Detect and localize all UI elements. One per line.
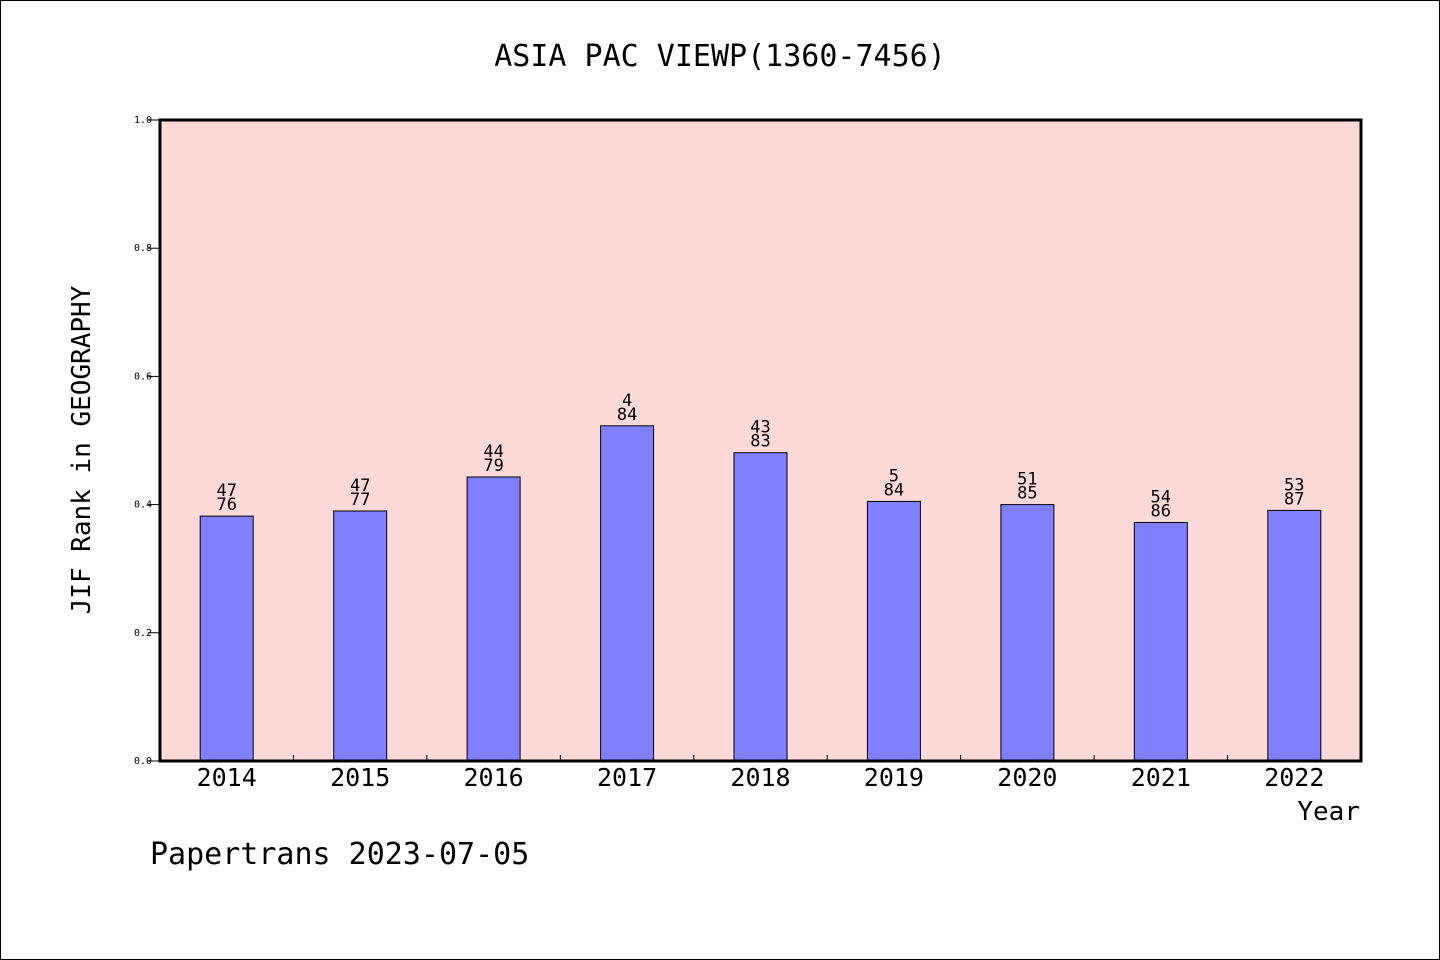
bar-2020 [1000,504,1055,762]
bar-2017 [600,425,655,762]
bar-2021 [1133,522,1188,762]
bar-label-rank-2015: 47 [350,476,370,496]
y-tick-label: 0.4 [134,500,152,511]
x-tick-label-2022: 2022 [1264,763,1324,792]
x-tick-label-2021: 2021 [1131,763,1191,792]
bar-label-rank-2021: 54 [1151,488,1171,508]
x-axis-label: Year [1297,797,1360,827]
y-axis: 0.0 0.2 0.4 0.6 0.8 1.0 [134,115,160,767]
bar-label-total-2017: 84 [617,405,637,425]
bar-label-rank-2017: 4 [622,391,632,411]
x-tick-label-2014: 2014 [197,763,257,792]
bar-label-total-2016: 79 [483,456,503,476]
bar-2015 [333,510,388,762]
footer-credit: Papertrans 2023-07-05 [150,837,529,872]
bar-2016 [466,476,521,762]
bar-label-total-2015: 77 [350,490,370,510]
y-tick-label: 0.0 [134,756,152,767]
bar-label-total-2014: 76 [216,495,236,515]
bars-group [199,425,1322,762]
bar-label-total-2018: 83 [750,432,770,452]
plot-border [158,118,1363,763]
bar-label-total-2022: 87 [1284,489,1304,509]
bar-2019 [866,500,921,762]
y-tick-label: 0.2 [134,628,152,639]
bar-2018 [733,452,788,762]
bar-label-total-2019: 84 [884,480,904,500]
chart-title: ASIA PAC VIEWP(1360-7456) [494,39,946,74]
bar-label-rank-2020: 51 [1017,470,1037,490]
bar-label-total-2020: 85 [1017,484,1037,504]
x-tick-label-2018: 2018 [730,763,790,792]
bar-label-rank-2019: 5 [889,466,899,486]
y-tick-label: 0.8 [134,243,152,254]
y-tick-label: 0.6 [134,371,152,382]
bar-2022 [1267,509,1322,762]
x-tick-label-2015: 2015 [330,763,390,792]
x-tick-label-2019: 2019 [864,763,924,792]
bar-label-rank-2018: 43 [750,418,770,438]
x-tick-label-2017: 2017 [597,763,657,792]
bar-2014 [199,515,254,762]
y-tick-label: 1.0 [134,115,152,126]
bar-label-rank-2014: 47 [216,481,236,501]
bar-label-total-2021: 86 [1151,502,1171,522]
x-tick-label-2016: 2016 [463,763,523,792]
x-tick-label-2020: 2020 [997,763,1057,792]
bar-label-rank-2022: 53 [1284,475,1304,495]
x-axis: 2014 2015 2016 2017 2018 2019 2020 2021 2022 [197,755,1324,792]
bar-label-rank-2016: 44 [483,442,503,462]
y-axis-label: JIF Rank in GEOGRAPHY [67,285,97,614]
